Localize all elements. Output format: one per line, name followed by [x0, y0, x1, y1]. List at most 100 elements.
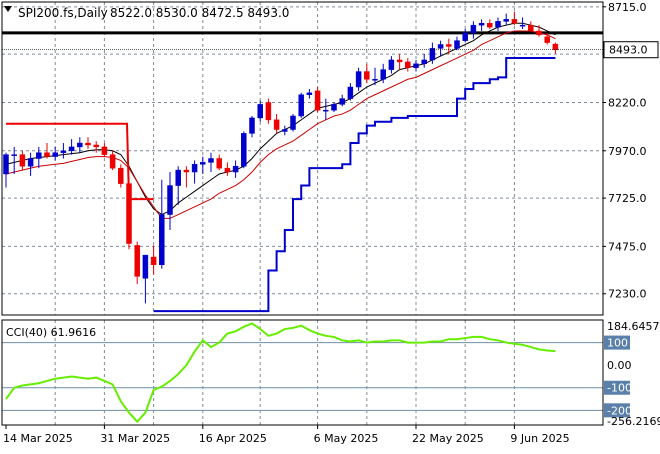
price-tick-label: 8220.0: [608, 96, 647, 109]
candle-bear: [511, 19, 518, 24]
cci-level-tag: [604, 380, 630, 395]
price-tick-label: 7970.0: [608, 145, 647, 158]
candle-bull: [454, 40, 460, 49]
candle-bear: [109, 154, 116, 169]
candle-bull: [437, 44, 444, 49]
candle-bull: [388, 59, 395, 70]
candle-bear: [118, 167, 124, 184]
cci-tick-label: 184.6457: [607, 320, 660, 333]
candle-bear: [150, 256, 157, 266]
candle-bear: [544, 36, 550, 43]
candle-bear: [134, 245, 140, 277]
cci-panel-frame: [1, 319, 604, 426]
candle-bear: [314, 90, 321, 111]
candle-bear: [487, 23, 493, 28]
candle-bear: [528, 24, 534, 32]
last-price-tag-text: 8493.0: [609, 44, 648, 57]
date-tick-label: 14 Mar 2025: [3, 432, 73, 445]
price-tick-label: 7475.0: [608, 240, 647, 253]
candle-bull: [429, 48, 436, 61]
candle-bull: [380, 69, 386, 80]
ema-line: [5, 30, 556, 219]
candle-bull: [355, 71, 362, 88]
cci-tick-label: -256.2169: [607, 415, 660, 428]
candle-bear: [44, 152, 50, 157]
candle-bull: [495, 21, 501, 28]
candle-bear: [101, 146, 108, 155]
candle-bull: [347, 86, 354, 99]
sma-line: [5, 22, 556, 216]
candle-bull: [282, 129, 288, 132]
symbol-label: SPI200.fs,Daily: [18, 6, 108, 20]
cci-level-tag-text: -200: [607, 404, 632, 417]
cci-level-tag-text: 100: [607, 337, 628, 350]
candle-bear: [396, 59, 403, 63]
price-tick-label: 7725.0: [608, 192, 647, 205]
candle-bull: [470, 24, 477, 34]
candle-bear: [273, 119, 280, 130]
date-tick-label: 9 Jun 2025: [510, 432, 569, 445]
candle-bear: [85, 142, 91, 146]
candle-bull: [478, 23, 485, 26]
candle-bull: [27, 158, 34, 167]
candle-bull: [68, 146, 75, 152]
candle-bull: [257, 104, 263, 119]
candle-bull: [519, 24, 526, 27]
candle-bear: [446, 44, 452, 47]
candle-bull: [331, 104, 337, 111]
candle-bull: [208, 158, 214, 163]
candle-bull: [200, 162, 206, 165]
candle-bull: [290, 115, 296, 130]
cci-label: CCI(40) 61.9616: [6, 326, 96, 339]
cci-tick-label: 0.00: [607, 359, 632, 372]
candle-bear: [552, 43, 559, 50]
ohlc-label: 8522.0 8530.0 8472.5 8493.0: [110, 6, 289, 20]
candle-bull: [175, 169, 181, 186]
candle-bear: [93, 144, 99, 148]
candle-bull: [241, 133, 247, 167]
candle-bear: [224, 167, 231, 173]
date-tick-label: 6 May 2025: [314, 432, 379, 445]
cci-level-tag: [604, 403, 630, 418]
date-tick-label: 31 Mar 2025: [100, 432, 170, 445]
last-price-tag: [603, 41, 659, 59]
price-panel-frame: [1, 1, 604, 316]
candle-bull: [503, 19, 509, 22]
candle-bull: [191, 164, 198, 173]
candle-bull: [372, 79, 378, 81]
candle-bear: [405, 61, 411, 68]
price-tick-label: 7230.0: [608, 288, 647, 301]
collapse-arrow-icon[interactable]: [4, 6, 12, 12]
axes-layer: 7230.07475.07725.07970.08220.08470.08715…: [1, 1, 660, 445]
candle-bear: [19, 154, 26, 167]
candle-bull: [462, 32, 468, 41]
label-layer: SPI200.fs,Daily 8522.0 8530.0 8472.5 849…: [4, 6, 289, 339]
price-tick-label: 8715.0: [608, 1, 647, 14]
candle-bear: [216, 158, 222, 169]
date-tick-label: 16 Apr 2025: [199, 432, 267, 445]
candle-bull: [306, 92, 313, 95]
cci-level-tag: [604, 335, 630, 350]
candle-bull: [159, 214, 165, 266]
date-tick-label: 22 May 2025: [412, 432, 484, 445]
candle-bull: [60, 150, 67, 153]
candle-bull: [52, 152, 58, 157]
candle-bear: [183, 169, 190, 173]
cci-line: [5, 322, 556, 424]
candle-bull: [167, 185, 173, 215]
candle-bull: [413, 63, 419, 68]
candle-bear: [536, 30, 542, 36]
candle-bull: [323, 109, 329, 112]
candle-bull: [298, 94, 304, 117]
cci-level-tag-text: -100: [607, 382, 632, 395]
candle-bear: [265, 102, 272, 121]
candle-bull: [36, 152, 42, 159]
candle-bull: [249, 117, 255, 134]
plot-layer: [2, 11, 603, 424]
candle-bull: [421, 59, 427, 65]
candle-bull: [77, 142, 83, 148]
candle-bear: [126, 183, 132, 244]
trailing-stop-lower: [153, 57, 556, 313]
